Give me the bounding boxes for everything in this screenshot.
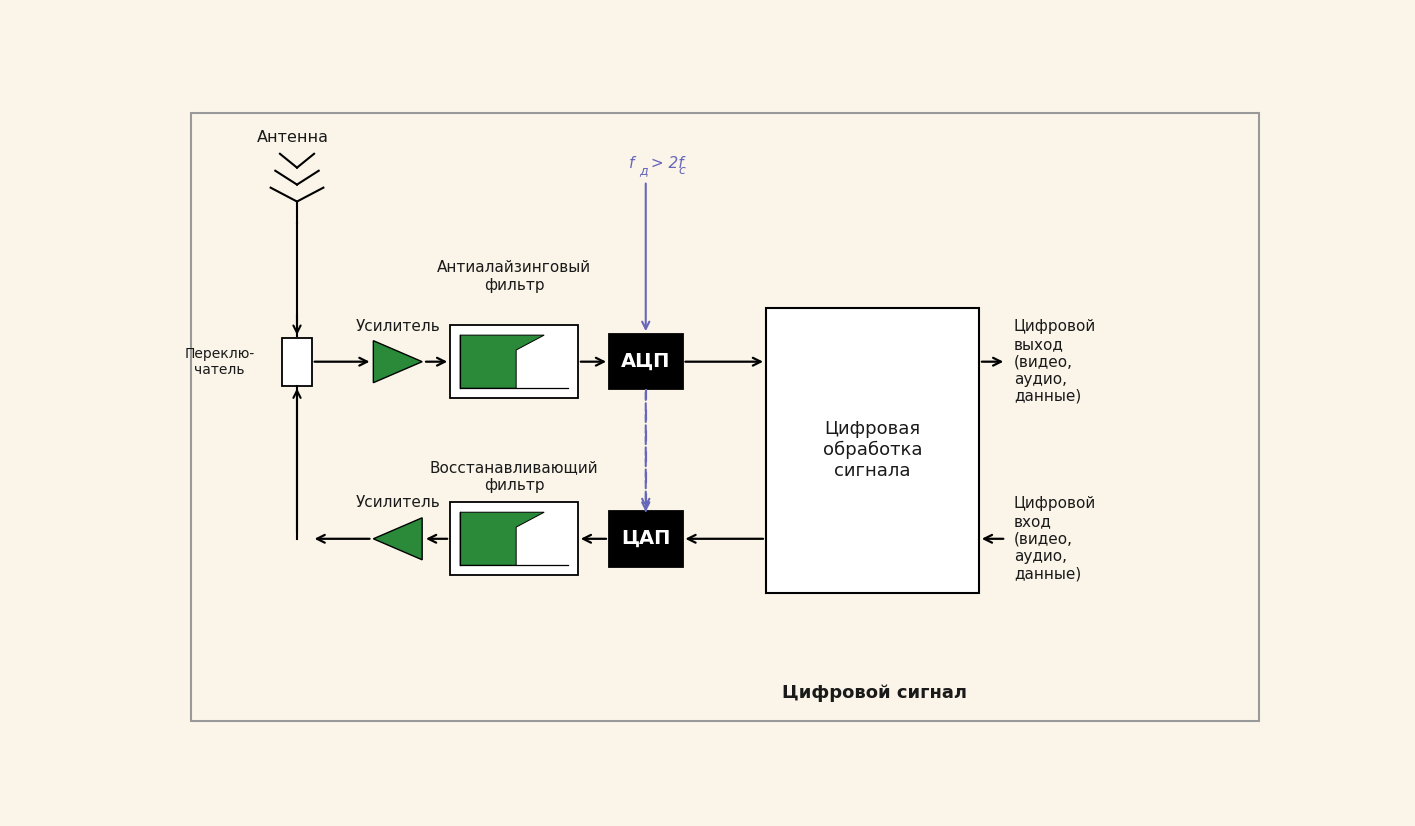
Text: ЦАП: ЦАП — [621, 529, 671, 548]
Bar — [766, 308, 979, 593]
Polygon shape — [460, 335, 545, 388]
Polygon shape — [460, 512, 545, 565]
Text: Цифровая
обработка
сигнала: Цифровая обработка сигнала — [822, 420, 923, 480]
Bar — [282, 338, 311, 386]
Text: Антенна: Антенна — [258, 130, 330, 145]
Bar — [608, 334, 682, 389]
Bar — [450, 502, 577, 576]
Text: f: f — [628, 156, 634, 171]
Polygon shape — [374, 518, 422, 560]
Bar — [450, 325, 577, 398]
Text: Усилитель: Усилитель — [355, 319, 440, 335]
Polygon shape — [374, 340, 422, 382]
Text: > 2f: > 2f — [645, 156, 683, 171]
Text: д: д — [640, 164, 648, 177]
Text: Переклю-
чатель: Переклю- чатель — [184, 347, 255, 377]
Bar — [608, 511, 682, 567]
Text: Цифровой сигнал: Цифровой сигнал — [782, 684, 966, 702]
Text: Восстанавливающий
фильтр: Восстанавливающий фильтр — [430, 461, 599, 493]
Text: Цифровой
выход
(видео,
аудио,
данные): Цифровой выход (видео, аудио, данные) — [1015, 320, 1097, 404]
Text: Антиалайзинговый
фильтр: Антиалайзинговый фильтр — [437, 260, 591, 292]
Text: с: с — [678, 164, 685, 177]
Text: АЦП: АЦП — [621, 352, 671, 371]
Text: Усилитель: Усилитель — [355, 496, 440, 510]
Text: Цифровой
вход
(видео,
аудио,
данные): Цифровой вход (видео, аудио, данные) — [1015, 496, 1097, 581]
